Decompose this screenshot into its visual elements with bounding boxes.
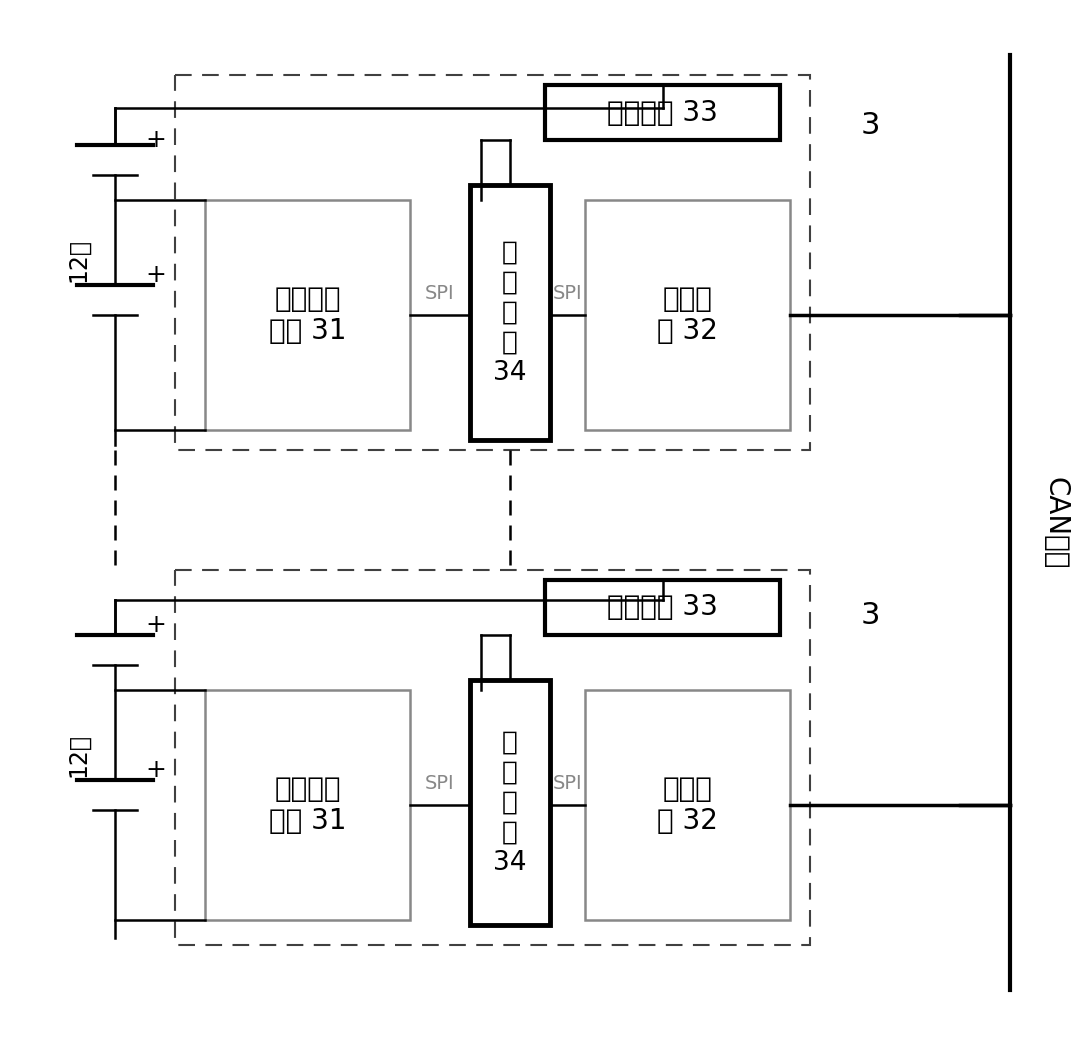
Bar xyxy=(205,200,410,430)
Bar xyxy=(470,185,550,440)
Text: +: + xyxy=(145,128,166,152)
Text: 光
电
隔
离
34: 光 电 隔 离 34 xyxy=(494,730,526,875)
Text: 光
电
隔
离
34: 光 电 隔 离 34 xyxy=(494,240,526,385)
Text: 分控制
器 32: 分控制 器 32 xyxy=(657,285,718,346)
Text: SPI: SPI xyxy=(553,284,582,303)
Text: 3: 3 xyxy=(860,601,880,629)
Text: 电压测量
模块 31: 电压测量 模块 31 xyxy=(269,775,347,836)
Text: 电源模块 33: 电源模块 33 xyxy=(607,98,718,127)
Text: 电压测量
模块 31: 电压测量 模块 31 xyxy=(269,285,347,346)
Text: SPI: SPI xyxy=(553,774,582,793)
Text: 12节: 12节 xyxy=(66,238,90,282)
Text: +: + xyxy=(145,263,166,287)
Text: 电源模块 33: 电源模块 33 xyxy=(607,594,718,622)
Bar xyxy=(545,580,780,634)
Bar xyxy=(175,570,810,945)
Text: CAN总线: CAN总线 xyxy=(1041,476,1069,570)
Text: 3: 3 xyxy=(860,111,880,139)
Bar xyxy=(545,85,780,140)
Bar xyxy=(585,200,790,430)
Text: SPI: SPI xyxy=(425,774,455,793)
Text: 12节: 12节 xyxy=(66,733,90,777)
Text: SPI: SPI xyxy=(425,284,455,303)
Text: +: + xyxy=(145,758,166,782)
Bar xyxy=(585,690,790,920)
Bar xyxy=(205,690,410,920)
Bar xyxy=(175,75,810,450)
Text: 分控制
器 32: 分控制 器 32 xyxy=(657,775,718,836)
Bar xyxy=(470,680,550,925)
Text: +: + xyxy=(145,612,166,637)
